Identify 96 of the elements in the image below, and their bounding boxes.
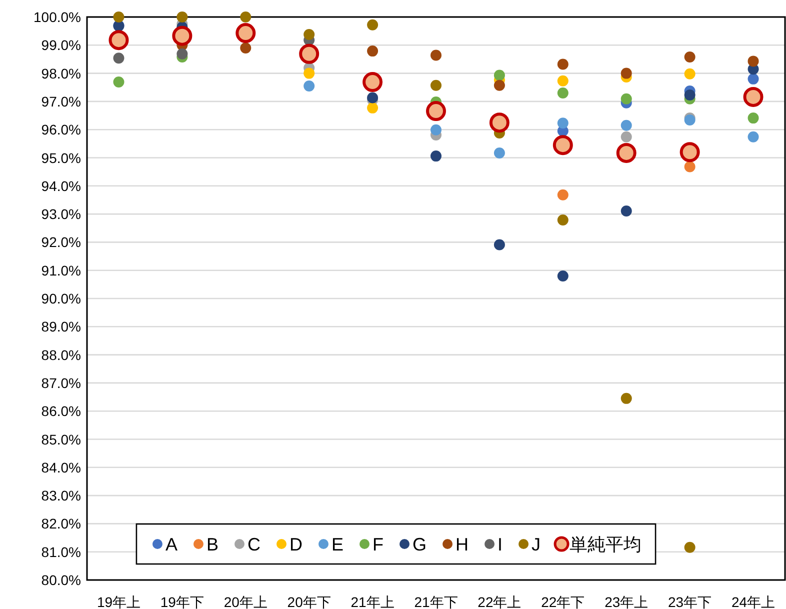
point — [620, 392, 632, 404]
point — [108, 30, 129, 50]
y-tick-label: 80.0% — [41, 572, 81, 588]
point — [240, 12, 252, 22]
point — [494, 147, 505, 158]
legend-label: J — [532, 534, 541, 554]
point — [557, 214, 568, 226]
y-tick-label: 85.0% — [41, 431, 81, 448]
x-tick-label: 22年下 — [541, 594, 585, 609]
point — [489, 112, 510, 133]
point — [620, 131, 632, 142]
y-tick-label: 82.0% — [41, 516, 81, 532]
y-tick-label: 94.0% — [41, 178, 81, 194]
point — [367, 46, 378, 57]
y-tick-label: 87.0% — [41, 374, 81, 391]
point — [616, 142, 636, 163]
point — [620, 120, 632, 131]
y-tick-label: 88.0% — [41, 346, 81, 363]
y-tick-label: 96.0% — [41, 122, 81, 138]
y-tick-label: 91.0% — [41, 262, 81, 278]
point — [494, 239, 505, 250]
point — [557, 118, 568, 129]
legend-label: G — [412, 534, 427, 554]
y-tick-label: 81.0% — [41, 544, 81, 560]
point — [362, 72, 383, 92]
point — [684, 68, 696, 80]
point — [557, 88, 568, 99]
legend-label: D — [289, 534, 302, 554]
x-tick-label: 21年下 — [414, 594, 458, 609]
point — [684, 161, 696, 172]
point — [748, 131, 759, 142]
point — [176, 12, 188, 22]
y-tick-label: 99.0% — [41, 37, 81, 54]
x-tick-label: 19年下 — [160, 594, 204, 609]
point — [240, 42, 252, 54]
point — [557, 189, 568, 200]
legend-label: B — [206, 534, 218, 554]
x-tick-label: 23年上 — [604, 594, 648, 609]
y-tick-label: 97.0% — [41, 93, 81, 110]
y-tick-label: 83.0% — [41, 488, 81, 504]
point — [620, 93, 632, 104]
point — [494, 80, 505, 91]
legend-label: A — [165, 534, 178, 554]
point — [426, 101, 446, 122]
x-tick-label: 24年上 — [731, 594, 776, 609]
legend-label: F — [372, 534, 384, 554]
point — [748, 56, 759, 67]
y-tick-label: 89.0% — [41, 318, 81, 335]
point — [113, 12, 124, 22]
y-tick-label: 100.0% — [34, 9, 81, 25]
legend-label: H — [456, 534, 469, 554]
y-tick-label: 92.0% — [41, 234, 81, 250]
point — [430, 150, 442, 162]
point — [430, 50, 442, 61]
point — [304, 28, 315, 40]
point — [430, 80, 442, 91]
point — [557, 75, 568, 86]
point — [113, 52, 124, 64]
point — [176, 48, 188, 60]
y-tick-label: 90.0% — [41, 290, 81, 306]
point — [113, 76, 124, 88]
point — [236, 23, 256, 44]
legend-label: I — [498, 534, 503, 554]
x-tick-label: 20年下 — [287, 594, 331, 609]
point — [304, 68, 315, 79]
point — [172, 26, 192, 46]
x-tick-label: 19年上 — [96, 594, 141, 609]
point — [430, 124, 442, 136]
point — [684, 542, 696, 553]
y-tick-label: 84.0% — [41, 459, 81, 476]
point — [552, 135, 573, 156]
point — [367, 19, 378, 30]
point — [743, 86, 764, 107]
x-tick-label: 20年上 — [224, 594, 268, 609]
point — [748, 112, 759, 124]
x-tick-label: 23年下 — [668, 594, 712, 609]
y-tick-label: 95.0% — [41, 150, 81, 166]
point — [748, 73, 759, 84]
point — [557, 270, 568, 282]
legend-label: E — [331, 534, 344, 554]
legend-label: 単純平均 — [570, 534, 642, 554]
point — [620, 68, 632, 79]
point — [299, 44, 320, 64]
point — [304, 80, 315, 92]
x-tick-label: 22年上 — [478, 594, 522, 609]
point — [494, 70, 505, 81]
y-tick-label: 93.0% — [41, 206, 81, 222]
point — [684, 51, 696, 62]
point — [684, 89, 696, 100]
point — [680, 142, 700, 162]
point — [557, 58, 568, 70]
point — [620, 205, 632, 216]
y-tick-label: 86.0% — [41, 403, 81, 420]
y-tick-label: 98.0% — [41, 65, 81, 82]
x-tick-label: 21年上 — [350, 594, 394, 609]
legend-label: C — [247, 534, 260, 554]
